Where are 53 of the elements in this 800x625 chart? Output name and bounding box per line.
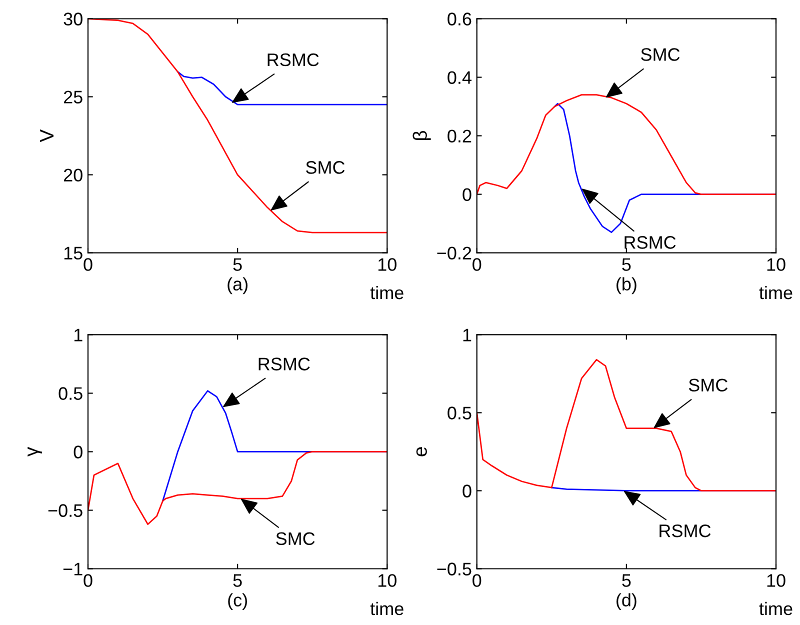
y-axis-title: β (412, 130, 431, 140)
y-tick-label: −1 (63, 562, 82, 576)
annotation: RSMC (258, 358, 310, 370)
text: time (759, 602, 792, 616)
y-tick-label: 1 (463, 328, 472, 342)
x-tick-label: 5 (622, 258, 631, 271)
y-tick-label: −0.2 (437, 246, 472, 260)
y-tick-label: −0.5 (48, 504, 82, 517)
y-tick-label: 25 (64, 90, 82, 104)
y-tick-label: 0 (462, 484, 472, 498)
y-tick-label: 0 (462, 188, 472, 201)
annotation: SMC (688, 378, 728, 392)
y-tick-label: 0.2 (448, 130, 472, 142)
line-series (88, 451, 388, 525)
annotation: SMC (641, 48, 680, 61)
text: time (370, 286, 404, 300)
x-tick-label: 0 (472, 258, 482, 271)
y-axis-title: V (40, 129, 54, 142)
x-tick-label: 0 (472, 574, 482, 587)
annotation: RSMC (624, 236, 676, 249)
annotation: RSMC (660, 524, 711, 538)
y-tick-label: 30 (64, 12, 82, 26)
x-tick-label: 5 (622, 574, 631, 587)
x-tick-label: 10 (767, 574, 786, 587)
annotation: RSMC (268, 53, 319, 66)
text: time (759, 286, 792, 300)
text: time (370, 602, 404, 616)
annotation: SMC (306, 161, 345, 174)
y-tick-label: 15 (64, 246, 82, 260)
y-axis-title: γ (28, 446, 42, 457)
x-axis-title: (c) (228, 593, 247, 610)
x-axis-title: (b) (616, 277, 636, 294)
y-tick-label: 0.4 (448, 71, 472, 84)
x-tick-label: 5 (233, 258, 242, 271)
x-tick-label: 0 (84, 258, 92, 271)
x-tick-label: 5 (233, 574, 242, 587)
x-tick-label: 10 (767, 258, 786, 271)
y-tick-label: 20 (64, 168, 82, 182)
x-tick-label: 10 (378, 574, 396, 587)
y-tick-label: 0 (74, 446, 82, 458)
x-axis-title: (a) (228, 277, 248, 294)
y-tick-label: 1 (74, 328, 82, 342)
annotation: SMC (276, 532, 315, 546)
y-axis-title: e (416, 447, 427, 456)
x-tick-label: 0 (84, 574, 92, 587)
y-tick-label: 0.6 (448, 12, 472, 26)
y-tick-label: 0.5 (448, 406, 472, 420)
y-tick-label: −0.5 (437, 562, 472, 576)
line-series (177, 71, 388, 106)
x-tick-label: 10 (378, 258, 396, 271)
line-series (476, 358, 776, 492)
x-axis-title: (d) (616, 593, 636, 610)
y-tick-label: 0.5 (58, 387, 82, 400)
